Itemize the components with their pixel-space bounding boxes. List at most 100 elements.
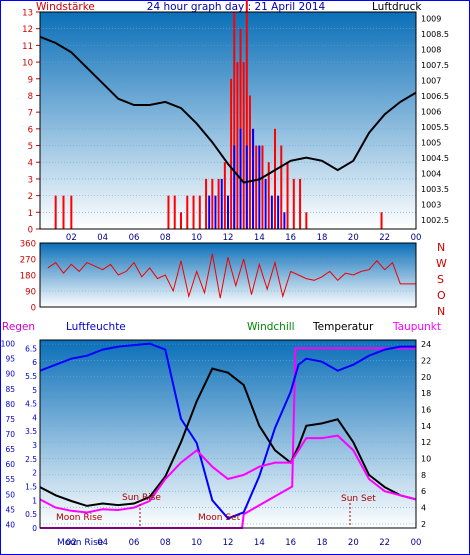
hour-tick-label: 18 (317, 233, 328, 243)
pressure-tick-label: 1004 (421, 170, 441, 179)
windchill-title: Windchill (247, 321, 295, 333)
temperature-tick-label: 10 (421, 455, 431, 464)
wind-blue-bar (214, 195, 217, 229)
wind-blue-bar (233, 145, 236, 229)
wind-red-bar (248, 95, 251, 229)
wind-red-bar (242, 62, 245, 230)
wind-direction-panel: 0 90 180 270 360 N W S O N (20, 240, 447, 319)
wind-red-bar (173, 195, 176, 229)
humidity-tick-label: 100 (1, 340, 16, 349)
pressure-tick-label: 1002.5 (421, 216, 449, 225)
wind-tick-label: 7 (28, 109, 33, 119)
hour-tick-label: 02 (66, 538, 77, 548)
humidity-tick-label: 85 (5, 385, 15, 394)
compass-n-bottom: N (437, 305, 445, 318)
wind-red-bar (62, 195, 65, 229)
humidity-tick-label: 70 (5, 430, 15, 439)
hour-tick-label: 12 (223, 538, 234, 548)
humidity-tick-label: 65 (5, 445, 15, 454)
direction-tick-label: 360 (20, 240, 36, 250)
pressure-tick-label: 1005 (421, 139, 441, 148)
wind-red-bar (198, 195, 201, 229)
wind-blue-bar (277, 195, 280, 229)
wind-tick-label: 12 (22, 25, 33, 35)
pressure-tick-label: 1005.5 (421, 123, 449, 132)
pressure-line (39, 35, 417, 184)
wind-red-bar (245, 0, 248, 229)
wind-tick-label: 9 (28, 75, 33, 85)
rain-tick-label: 5 (32, 386, 37, 395)
temp-panel-background (40, 340, 416, 528)
wind-red-bar (54, 195, 57, 229)
rain-tick-label: 0 (32, 524, 37, 533)
hour-tick-label: 12 (223, 233, 234, 243)
wind-red-bar (70, 195, 73, 229)
rain-tick-label: 2 (32, 469, 37, 478)
rain-axis: 0 0.5 1 1.5 2 2.5 3 3.5 4 4.5 5 5.5 6 6.5 (25, 344, 37, 533)
wind-title: Windstärke (36, 1, 95, 13)
pressure-tick-label: 1008 (421, 46, 441, 55)
wind-tick-label: 8 (28, 92, 33, 102)
humidity-tick-label: 95 (5, 355, 15, 364)
direction-tick-label: 270 (20, 256, 36, 266)
compass-n-top: N (437, 241, 445, 254)
wind-blue-bar (283, 212, 286, 229)
rain-tick-label: 3.5 (25, 427, 37, 436)
wind-red-bar (211, 178, 214, 229)
wind-direction-line (47, 253, 416, 299)
hour-tick-label: 14 (254, 538, 265, 548)
moon-rise-label: Moon Rise (56, 513, 103, 523)
wind-tick-label: 5 (28, 142, 33, 152)
hour-tick-label: 00 (411, 233, 422, 243)
compass-w: W (436, 257, 447, 270)
wind-red-bar (236, 62, 239, 230)
rain-tick-label: 1 (32, 496, 37, 505)
pressure-tick-label: 1006 (421, 108, 441, 117)
hour-tick-label: 10 (191, 538, 202, 548)
wind-red-bar (205, 178, 208, 229)
temperature-tick-label: 20 (421, 373, 431, 382)
pressure-axis: 1002.5 1003 1003.5 1004 1004.5 1005 1005.5 1006… (421, 15, 449, 225)
rain-tick-label: 3 (32, 441, 37, 450)
temperature-tick-label: 22 (421, 356, 431, 365)
temperature-tick-label: 16 (421, 405, 431, 414)
rain-tick-label: 6.5 (25, 344, 37, 353)
temperature-tick-label: 2 (421, 520, 426, 529)
temperature-tick-label: 6 (421, 487, 426, 496)
sun-set-label: Sun Set (341, 494, 376, 504)
pressure-tick-label: 1009 (421, 15, 441, 24)
hour-tick-label: 04 (97, 233, 108, 243)
direction-panel-background (40, 243, 416, 307)
hour-tick-label: 04 (97, 538, 108, 548)
compass-labels: N W S O N (436, 241, 447, 318)
wind-red-bar (255, 145, 258, 229)
temperature-tick-label: 24 (421, 340, 431, 349)
direction-degree-axis: 0 90 180 270 360 (20, 240, 36, 314)
hour-tick-label: 14 (254, 233, 265, 243)
rain-tick-label: 4.5 (25, 400, 37, 409)
wind-red-bar (274, 128, 276, 229)
wind-red-bar (180, 212, 182, 229)
rain-tick-label: 4 (32, 413, 37, 422)
hour-tick-label: 06 (129, 538, 140, 548)
temperature-tick-label: 12 (421, 438, 431, 447)
rain-tick-label: 6 (32, 358, 37, 367)
temperature-tick-label: 14 (421, 422, 431, 431)
wind-red-bar (299, 178, 302, 229)
rain-tick-label: 2.5 (25, 455, 37, 464)
humidity-tick-label: 40 (5, 520, 15, 529)
pressure-tick-label: 1008.5 (421, 30, 449, 39)
wind-tick-label: 3 (28, 175, 33, 185)
pressure-tick-label: 1007.5 (421, 61, 449, 70)
wind-red-bar (230, 78, 233, 230)
humidity-tick-label: 80 (5, 400, 15, 409)
rain-tick-label: 1.5 (25, 483, 37, 492)
wind-red-bar (286, 162, 289, 229)
hour-tick-label: 22 (379, 538, 390, 548)
wind-tick-label: 0 (28, 226, 33, 236)
hour-tick-label: 06 (129, 233, 140, 243)
humidity-tick-label: 90 (5, 370, 15, 379)
